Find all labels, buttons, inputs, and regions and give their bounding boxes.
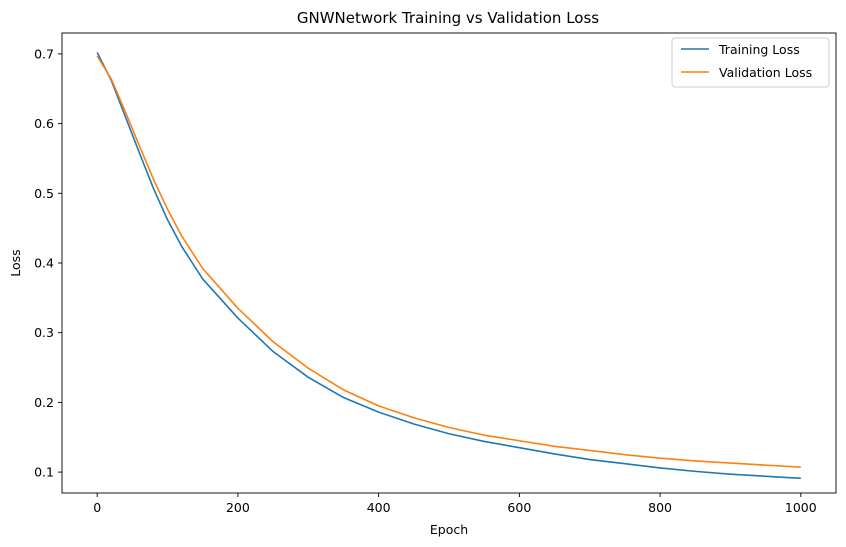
y-tick-label: 0.3	[34, 325, 54, 340]
y-tick-label: 0.7	[34, 46, 54, 61]
chart-title: GNWNetwork Training vs Validation Loss	[297, 9, 599, 27]
x-tick-label: 600	[507, 500, 531, 515]
y-axis-label: Loss	[8, 249, 23, 276]
x-tick-label: 400	[367, 500, 391, 515]
series-line-validation-loss	[96, 55, 801, 469]
series-line-training-loss	[96, 52, 801, 480]
y-tick-label: 0.2	[34, 395, 54, 410]
legend-label-validation: Validation Loss	[719, 65, 812, 80]
x-tick-label: 1000	[785, 500, 817, 515]
x-tick-label: 0	[93, 500, 101, 515]
y-tick-label: 0.6	[34, 116, 54, 131]
y-tick-label: 0.4	[34, 256, 54, 271]
x-axis-label: Epoch	[430, 522, 468, 537]
x-tick-label: 800	[648, 500, 672, 515]
plot-frame	[61, 32, 837, 494]
legend-box	[671, 37, 830, 88]
y-tick-label: 0.5	[34, 186, 54, 201]
legend: Training Loss Validation Loss	[671, 37, 830, 88]
legend-label-training: Training Loss	[718, 42, 800, 57]
x-tick-label: 200	[226, 500, 250, 515]
plot-area: 0 200 400 600 800 1000 0.1 0.2 0.3 0.4 0.5 0.6 0.7	[34, 32, 837, 515]
y-tick-label: 0.1	[34, 465, 54, 480]
